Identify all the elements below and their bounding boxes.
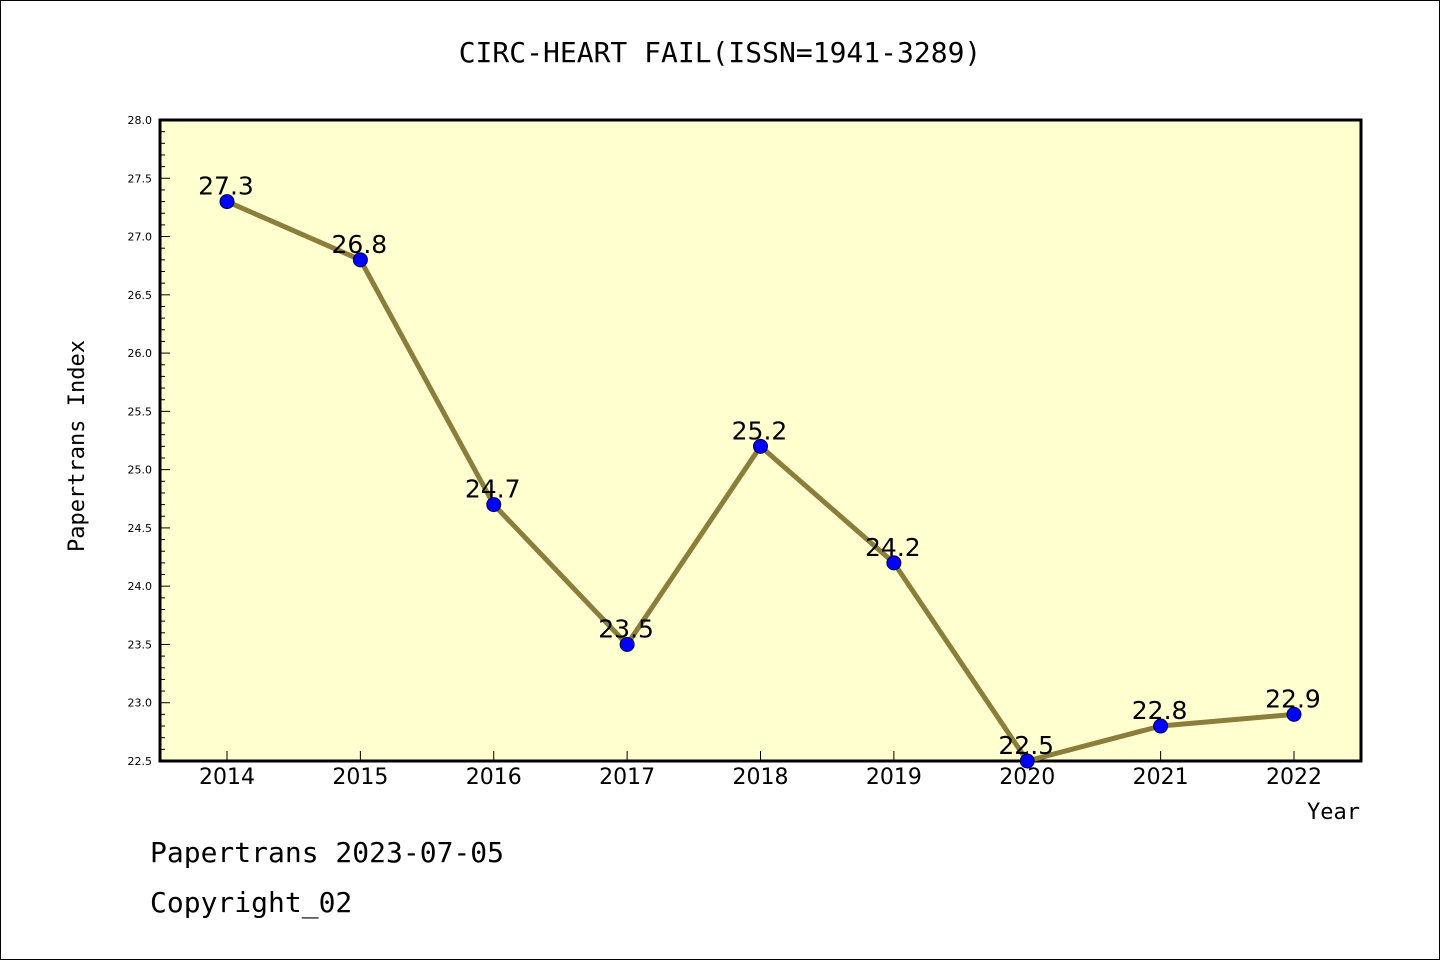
- data-label: 22.5: [998, 731, 1054, 760]
- footer-date: Papertrans 2023-07-05: [150, 836, 505, 869]
- y-tick-label: 27.5: [128, 172, 153, 185]
- data-point: [486, 497, 502, 513]
- data-point: [886, 555, 902, 571]
- data-point: [352, 252, 368, 268]
- data-label: 24.2: [865, 533, 921, 562]
- x-tick-label: 2015: [332, 765, 388, 790]
- x-tick-label: 2022: [1266, 765, 1322, 790]
- x-tick-label: 2017: [599, 765, 655, 790]
- x-tick-label: 2016: [466, 765, 522, 790]
- x-tick-label: 2020: [999, 765, 1055, 790]
- data-label: 23.5: [598, 614, 654, 643]
- y-tick-label: 28.0: [128, 114, 153, 127]
- y-tick-label: 26.0: [128, 347, 153, 360]
- y-tick-label: 25.5: [128, 405, 153, 418]
- footer-copyright: Copyright_02: [150, 886, 353, 919]
- data-point: [219, 194, 235, 210]
- y-tick-label: 24.0: [128, 580, 153, 593]
- data-point: [1286, 706, 1302, 722]
- data-label: 24.7: [465, 475, 521, 504]
- y-tick-label: 24.5: [128, 522, 153, 535]
- chart-title: CIRC-HEART FAIL(ISSN=1941-3289): [458, 36, 982, 69]
- data-label: 22.9: [1265, 684, 1321, 713]
- data-point: [619, 636, 635, 652]
- y-tick-label: 26.5: [128, 289, 153, 302]
- y-tick-label: 22.5: [128, 755, 153, 768]
- x-tick-label: 2018: [733, 765, 789, 790]
- data-label: 27.3: [198, 172, 254, 201]
- data-label: 25.2: [732, 416, 788, 445]
- x-tick-label: 2019: [866, 765, 922, 790]
- y-axis-label: Papertrans Index: [65, 340, 90, 552]
- x-tick-label: 2021: [1133, 765, 1189, 790]
- y-tick-label: 27.0: [128, 231, 153, 244]
- x-tick-label: 2014: [199, 765, 255, 790]
- y-tick-label: 23.0: [128, 697, 153, 710]
- data-label: 22.8: [1132, 696, 1188, 725]
- data-label: 26.8: [332, 230, 388, 259]
- x-axis-label: Year: [1307, 800, 1360, 825]
- data-point: [1153, 718, 1169, 734]
- y-tick-label: 23.5: [128, 638, 153, 651]
- y-tick-label: 25.0: [128, 464, 153, 477]
- data-point: [753, 438, 768, 454]
- data-point: [1019, 753, 1035, 769]
